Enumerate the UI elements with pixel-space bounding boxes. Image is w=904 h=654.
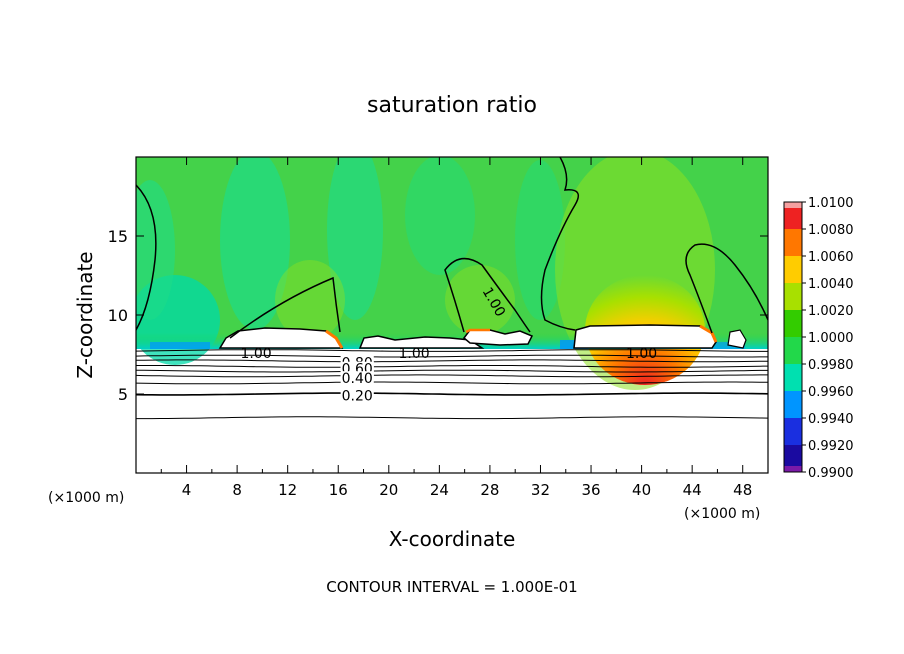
contour-interval-note: CONTOUR INTERVAL = 1.000E-01 xyxy=(326,578,577,596)
plot-area: 1.001.001.001.000.800.600.400.20 xyxy=(136,157,768,473)
colorbar-label: 0.9980 xyxy=(808,358,854,373)
cloud-2 xyxy=(358,335,485,349)
y-axis: 5 10 15 xyxy=(108,227,768,404)
low-level-contours xyxy=(136,349,768,420)
colorbar-label: 1.0100 xyxy=(808,196,854,211)
y-axis-label: Z-coordinate xyxy=(73,251,97,378)
contour-label: 0.40 xyxy=(342,371,373,387)
x-tick-label: 12 xyxy=(278,481,297,499)
colorbar-label: 0.9900 xyxy=(808,466,854,481)
x-tick-label: 28 xyxy=(480,481,499,499)
contour-line xyxy=(136,374,768,378)
colorbar-swatch xyxy=(784,364,802,391)
y-tick-label: 5 xyxy=(118,385,128,404)
colorbar-swatch xyxy=(784,202,802,229)
contour-line xyxy=(136,416,768,420)
contour-label-halo xyxy=(340,388,374,405)
cloud-5 xyxy=(727,329,747,349)
x-tick-label: 48 xyxy=(733,481,752,499)
x-tick-label: 36 xyxy=(581,481,600,499)
contour-line xyxy=(136,392,768,396)
contour-line xyxy=(136,359,768,363)
blue-patch xyxy=(700,342,745,349)
contour-label: 1.00 xyxy=(398,346,429,362)
y-tick-label: 10 xyxy=(108,306,128,325)
x-tick-label: 8 xyxy=(232,481,242,499)
contour-label: 1.00 xyxy=(240,346,271,362)
colorbar-swatch xyxy=(784,391,802,418)
colorbar-swatch xyxy=(784,310,802,337)
contour-line-1-00 xyxy=(229,276,341,339)
colorbar-swatch xyxy=(784,337,802,364)
cyan-patch xyxy=(327,157,383,320)
colorbar-swatch xyxy=(784,256,802,283)
x-tick-label: 4 xyxy=(182,481,192,499)
colorbar-label: 1.0020 xyxy=(808,304,854,319)
colorbar-label: 1.0060 xyxy=(808,250,854,265)
y-tick-label: 15 xyxy=(108,227,128,246)
x-tick-label: 20 xyxy=(379,481,398,499)
x-tick-label: 24 xyxy=(430,481,449,499)
blue-patch xyxy=(150,342,210,349)
colorbar-bottom-swatch xyxy=(784,466,802,472)
contour-line xyxy=(136,381,768,385)
cloud-4 xyxy=(573,324,717,349)
warm-patch xyxy=(445,265,515,335)
cloud-fringe xyxy=(325,329,344,349)
cloud-fringe xyxy=(465,328,490,334)
colorbar-top-swatch xyxy=(784,202,802,208)
contour-label-halo xyxy=(340,371,374,388)
x-tick-label: 32 xyxy=(531,481,550,499)
contour-line xyxy=(136,365,768,368)
colorbar-label: 0.9960 xyxy=(808,385,854,400)
cyan-patch xyxy=(405,157,475,275)
contour-line xyxy=(136,354,768,358)
x-tick-label: 44 xyxy=(683,481,702,499)
contour-label: 1.00 xyxy=(626,346,657,362)
contour-line xyxy=(136,369,768,373)
contour-line-1-00 xyxy=(540,157,580,331)
colorbar-swatch xyxy=(784,418,802,445)
contour-label: 0.20 xyxy=(342,389,373,405)
colorbar-label: 1.0000 xyxy=(808,331,854,346)
colorbar: 1.0100 1.0080 1.0060 1.0040 1.0020 1.0000 0.99… xyxy=(783,196,854,481)
cyan-patch xyxy=(136,180,175,320)
colorbar-swatch xyxy=(784,283,802,310)
cyan-patch xyxy=(515,160,565,320)
x-axis-label: X-coordinate xyxy=(389,527,516,551)
colorbar-swatch xyxy=(784,229,802,256)
contour-line-1-00 xyxy=(685,243,768,334)
x-axis: 4 8 12 16 20 24 28 32 36 40 44 48 xyxy=(160,157,752,499)
x-tick-label: 40 xyxy=(632,481,651,499)
x-tick-label: 16 xyxy=(329,481,348,499)
cloud-3 xyxy=(462,329,534,346)
contour-line-1-00 xyxy=(444,257,531,333)
colorbar-label: 0.9920 xyxy=(808,439,854,454)
contour-line xyxy=(136,349,768,352)
contour-line-1-00 xyxy=(136,184,157,331)
colorbar-label: 1.0040 xyxy=(808,277,854,292)
x-unit-left: (×1000 m) xyxy=(48,490,124,506)
chart-title: saturation ratio xyxy=(367,93,537,118)
colorbar-swatch xyxy=(784,445,802,472)
colorbar-label: 0.9940 xyxy=(808,412,854,427)
colorbar-label: 1.0080 xyxy=(808,223,854,238)
cyan-patch xyxy=(220,157,290,330)
x-unit-right: (×1000 m) xyxy=(684,506,760,522)
